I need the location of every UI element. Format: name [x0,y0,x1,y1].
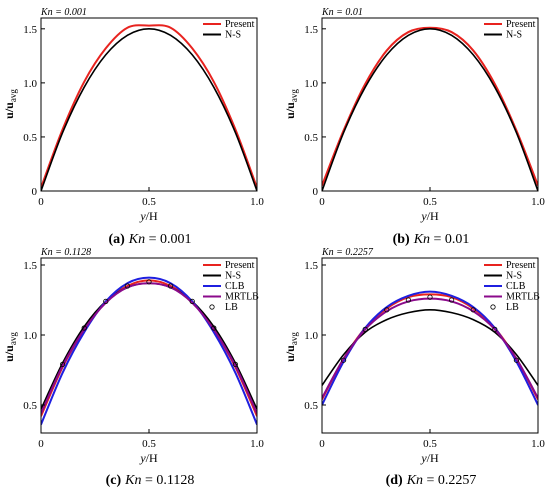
series-present-line [41,24,257,189]
legend-label: N-S [225,30,241,41]
y-tick-label: 1.0 [23,78,37,90]
panel-caption: (d) Kn = 0.2257 [386,473,477,488]
series-lb-point [448,297,455,303]
y-tick-label: 0 [32,186,38,198]
x-tick-label: 0 [38,196,44,208]
y-tick-label: 0.5 [304,400,318,412]
x-axis-label: y/H [420,209,439,223]
legend-label: N-S [506,30,522,41]
x-tick-label: 1.0 [531,438,545,450]
series-n-s-line [41,28,257,191]
series-group [322,290,538,406]
legend-label: LB [506,302,519,313]
y-tick-label: 1.5 [23,24,37,36]
legend-label: Present [225,19,255,30]
kn-label: Kn = 0.1128 [40,247,91,258]
series-lb-point [513,357,520,363]
x-tick-label: 1.0 [531,196,545,208]
series-lb-point [340,357,347,363]
panel-caption: (c) Kn = 0.1128 [106,473,195,488]
y-tick-label: 1.5 [23,260,37,272]
panel-caption: (b) Kn = 0.01 [393,232,470,247]
legend-label: Present [506,19,536,30]
y-axis-label: u/uavg [2,332,18,362]
legend-swatch [209,304,215,310]
series-lb-point [405,297,411,303]
kn-label: Kn = 0.001 [40,7,87,18]
x-tick-label: 1.0 [250,438,264,450]
panel-a: Kn = 0.001 0 0.5 1.0 1.5 0 0.5 1.0 y/H u/uavg Pres… [2,7,264,247]
x-tick-label: 0.5 [423,196,437,208]
x-tick-label: 1.0 [250,196,264,208]
legend-label: Present [225,260,255,271]
kn-label: Kn = 0.2257 [321,247,374,258]
series-lb-point [492,326,498,332]
legend-label: MRTLB [506,292,540,303]
x-tick-label: 0 [38,438,44,450]
series-lb-point [211,325,217,331]
series-present-line [322,26,538,186]
series-mrtlb-line [41,282,257,414]
series-lb-point [81,325,87,331]
legend-label: LB [225,302,238,313]
y-tick-label: 1.0 [23,330,37,342]
y-tick-label: 1.0 [304,330,318,342]
y-axis-label: u/uavg [283,332,299,362]
series-lb-point [189,298,195,304]
x-tick-label: 0.5 [142,438,156,450]
legend-swatch [490,304,496,310]
series-lb-point [362,326,368,332]
series-lb-point [232,361,238,367]
y-tick-label: 1.0 [304,78,318,90]
series-lb-point [59,361,66,367]
y-tick-label: 0.5 [23,132,37,144]
series-lb-point [427,294,433,300]
panel-caption: (a) Kn = 0.001 [108,232,191,247]
series-clb-line [41,276,257,425]
x-axis-label: y/H [139,209,158,223]
series-group [322,26,538,191]
legend-label: N-S [506,271,522,282]
legend-label: CLB [225,281,245,292]
series-lb-point [146,279,152,285]
y-tick-label: 1.5 [304,260,318,272]
panel-b: Kn = 0.01 0 0.5 1.0 1.5 0 0.5 1.0 y/H u/uavg Prese… [283,7,545,247]
legend-label: N-S [225,271,241,282]
legend-label: Present [506,260,536,271]
x-axis-label: y/H [139,451,158,465]
y-axis-label: u/uavg [2,89,18,119]
x-tick-label: 0.5 [423,438,437,450]
series-lb-point [384,307,390,313]
series-lb-point [124,283,131,289]
x-tick-label: 0 [319,196,325,208]
series-lb-point [103,298,109,304]
x-tick-label: 0.5 [142,196,156,208]
panel-c: Kn = 0.1128 0.5 1.0 1.5 0 0.5 1.0 y/H u/uavg Pres… [2,247,264,488]
legend-label: MRTLB [225,292,259,303]
series-lb-point [470,307,476,313]
series-lb-point [168,283,174,289]
y-tick-label: 0.5 [304,132,318,144]
series-group [41,276,257,425]
y-axis-label: u/uavg [283,89,299,119]
legend-label: CLB [506,281,526,292]
series-mrtlb-line [322,297,538,399]
series-group [41,24,257,191]
y-tick-label: 1.5 [304,24,318,36]
series-n-s-line [322,308,538,386]
x-axis-label: y/H [420,451,439,465]
panel-d: Kn = 0.2257 0.5 1.0 1.5 0 0.5 1.0 y/H u/uavg Pres… [283,247,545,488]
series-n-s-line [322,28,538,191]
kn-label: Kn = 0.01 [321,7,363,18]
x-tick-label: 0 [319,438,325,450]
y-tick-label: 0.5 [23,400,37,412]
y-tick-label: 0 [313,186,319,198]
